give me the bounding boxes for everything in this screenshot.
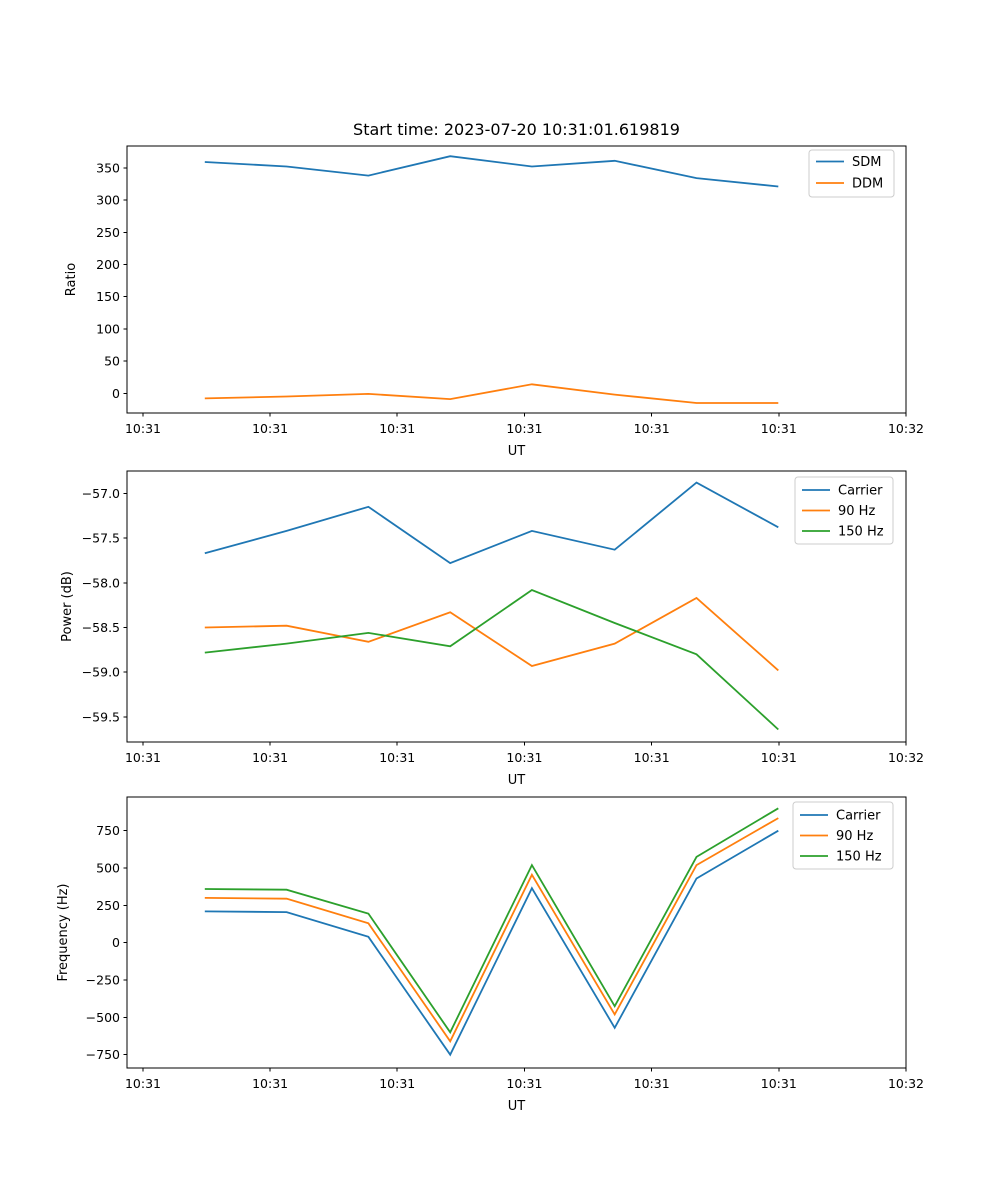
subplot-3: 10:31 10:31 10:31 10:31 10:31 10:31 10:32 UT 750… (56, 796, 924, 1114)
x-axis-label: UT (508, 773, 526, 788)
y-tick-label: −58.0 (82, 575, 120, 590)
line-carrier (204, 481, 779, 565)
line-sdm (204, 155, 779, 188)
x-tick-label: 10:31 (506, 1076, 542, 1091)
y-tick-label: 750 (96, 823, 120, 838)
x-tick-label: 10:31 (634, 750, 670, 765)
y-axis-label: Power (dB) (60, 571, 75, 642)
x-tick-label: 10:31 (761, 750, 797, 765)
x-tick-label: 10:32 (888, 1076, 924, 1091)
plot-frame (126, 796, 907, 1069)
plot-frame (126, 145, 907, 414)
line-carrier (204, 829, 779, 1057)
legend-label-90-hz: 90 Hz (838, 504, 875, 519)
x-tick-label: 10:31 (125, 750, 161, 765)
y-tick-label: −750 (86, 1047, 120, 1062)
y-tick-label: 250 (96, 225, 120, 240)
chart-title: Start time: 2023-07-20 10:31:01.619819 (353, 120, 680, 139)
y-tick-label: 50 (104, 354, 120, 369)
y-tick-label: 0 (112, 386, 120, 401)
x-tick-label: 10:31 (252, 1076, 288, 1091)
y-tick-label: 0 (112, 935, 120, 950)
legend: SDM DDM (808, 149, 895, 198)
legend-label-carrier: Carrier (836, 809, 881, 824)
y-tick-label: 500 (96, 861, 120, 876)
x-axis-label: UT (508, 1099, 526, 1114)
y-tick-label: 100 (96, 321, 120, 336)
plot-frame (126, 470, 907, 743)
legend-label-carrier: Carrier (838, 484, 883, 499)
x-tick-label: 10:31 (379, 421, 415, 436)
x-tick-label: 10:31 (761, 421, 797, 436)
y-tick-label: −59.5 (82, 709, 120, 724)
x-tick-label: 10:31 (125, 421, 161, 436)
x-tick-label: 10:31 (379, 750, 415, 765)
x-tick-label: 10:31 (506, 750, 542, 765)
x-tick-label: 10:31 (379, 1076, 415, 1091)
x-tick-label: 10:31 (634, 1076, 670, 1091)
y-tick-label: −500 (86, 1010, 120, 1025)
legend-label-150-hz: 150 Hz (838, 525, 884, 540)
legend-label-ddm: DDM (852, 177, 883, 192)
line-ddm (204, 383, 779, 404)
y-axis-label: Frequency (Hz) (56, 883, 71, 981)
x-tick-label: 10:31 (506, 421, 542, 436)
line-90-hz (204, 817, 779, 1044)
x-axis-label: UT (508, 444, 526, 459)
legend-label-sdm: SDM (852, 155, 881, 170)
y-tick-label: 200 (96, 257, 120, 272)
x-tick-label: 10:32 (888, 750, 924, 765)
x-tick-label: 10:31 (761, 1076, 797, 1091)
legend-label-90-hz: 90 Hz (836, 829, 873, 844)
legend-box (794, 476, 894, 545)
x-tick-label: 10:31 (634, 421, 670, 436)
x-tick-label: 10:31 (125, 1076, 161, 1091)
line-150-hz (204, 588, 779, 731)
legend-label-150-hz: 150 Hz (836, 850, 882, 865)
y-tick-label: 350 (96, 160, 120, 175)
legend-box (792, 801, 894, 870)
y-tick-label: 150 (96, 289, 120, 304)
x-tick-label: 10:32 (888, 421, 924, 436)
subplot-2: 10:31 10:31 10:31 10:31 10:31 10:31 10:32 UT −57… (60, 470, 924, 788)
legend: Carrier 90 Hz 150 Hz (794, 476, 894, 545)
y-tick-label: −57.0 (82, 486, 120, 501)
y-tick-label: −58.5 (82, 620, 120, 635)
y-axis-label: Ratio (64, 263, 79, 296)
y-tick-label: −250 (86, 973, 120, 988)
line-90-hz (204, 596, 779, 672)
y-tick-label: 300 (96, 193, 120, 208)
subplot-1: Start time: 2023-07-20 10:31:01.619819 10… (64, 120, 924, 459)
y-tick-label: −57.5 (82, 531, 120, 546)
x-tick-label: 10:31 (252, 421, 288, 436)
y-tick-label: −59.0 (82, 665, 120, 680)
legend: Carrier 90 Hz 150 Hz (792, 801, 894, 870)
line-150-hz (204, 807, 779, 1035)
x-tick-label: 10:31 (252, 750, 288, 765)
y-tick-label: 250 (96, 898, 120, 913)
